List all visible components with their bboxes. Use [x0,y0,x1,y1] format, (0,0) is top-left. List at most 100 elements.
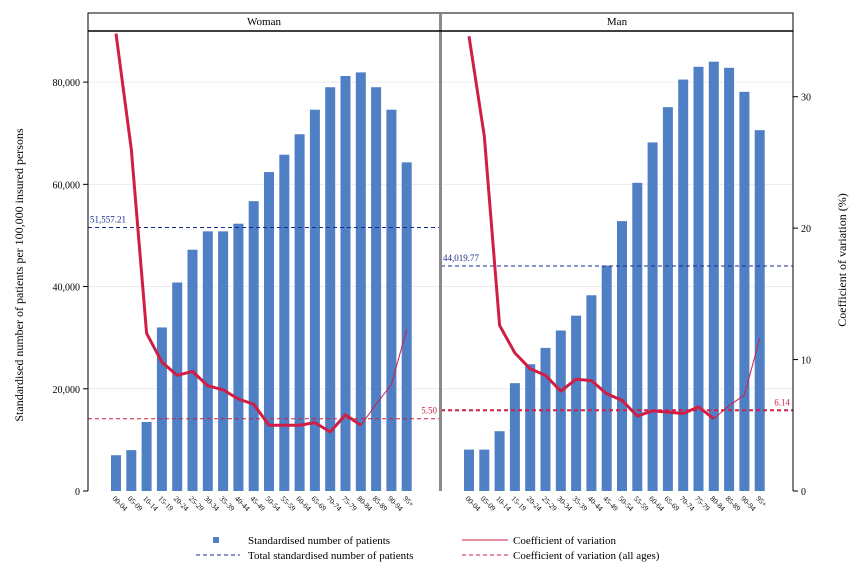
x-tick-label: 15-19 [509,494,528,513]
x-tick-label: 30-34 [202,494,221,513]
bar [678,79,689,492]
total-reference-label: 44,019.77 [443,253,480,263]
cv-line [114,33,362,434]
bar [325,87,336,491]
panel-title: Woman [247,16,281,28]
x-tick-label: 35-39 [218,494,237,513]
x-tick-label: 75-79 [693,494,712,513]
x-tick-label: 00-04 [464,494,483,513]
y-tick-label: 60,000 [53,180,81,191]
x-tick-label: 85-89 [724,494,743,513]
y2-tick-label: 20 [801,224,811,235]
x-tick-label: 20-24 [525,494,544,513]
bar [509,383,520,491]
x-tick-label: 55-59 [632,494,651,513]
x-tick-label: 25-29 [540,494,559,513]
bar [571,315,582,491]
x-tick-label: 20-24 [172,494,191,513]
legend: Standardised number of patients Coeffici… [196,535,660,562]
legend-label-total: Total standardised number of patients [248,550,413,562]
x-tick-label: 40-44 [233,494,252,513]
x-tick-label: 90-94 [739,494,758,513]
bar [693,66,704,492]
x-tick-label: 80-84 [355,494,374,513]
x-tick-label: 10-14 [494,494,513,513]
y-tick-label: 0 [75,487,80,498]
panel-title: Man [607,16,628,28]
bar [662,107,673,492]
x-tick-label: 45-49 [601,494,620,513]
bar [233,223,244,491]
panel-man: 44,019.77 6.14 00-0405-0910-1415-1920-2425… [440,12,794,513]
x-tick-label: 60-64 [647,494,666,513]
x-tick-label: 60-64 [294,494,313,513]
bar [309,109,320,491]
legend-label-cv: Coefficient of variation [513,535,617,547]
x-tick-label: 40-44 [586,494,605,513]
bar [724,67,735,492]
y2-axis-title: Coefficient of variation (%) [835,193,849,326]
y-axis-title: Standardised number of patients per 100,… [12,128,26,422]
bar [632,182,643,492]
x-tick-label: 55-59 [279,494,298,513]
axes: 0 20,000 40,000 60,000 80,000 0 10 20 30 [53,13,811,498]
bar [218,231,229,491]
x-tick-label: 65-69 [662,494,681,513]
bar [294,134,305,491]
bar [401,162,412,491]
x-tick-label: 45-49 [248,494,267,513]
panel-woman: 51,557.21 5.50 00-0405-0910-1415-1920-2425… [87,12,441,513]
x-tick-label: 25-29 [187,494,206,513]
x-tick-label: 65-69 [309,494,328,513]
x-tick-label: 00-04 [111,494,130,513]
bar [525,364,536,491]
x-tick-label: 15-19 [156,494,175,513]
bar [464,449,474,491]
x-tick-label: 35-39 [571,494,590,513]
total-reference-label: 51,557.21 [90,214,126,224]
bar [340,75,351,491]
bar [355,72,366,492]
bar [708,61,719,492]
y2-tick-label: 10 [801,356,811,367]
bar [279,154,290,491]
x-tick-label: 80-84 [708,494,727,513]
bar [111,455,121,491]
cv-all-reference-label: 6.14 [774,397,790,407]
x-tick-label: 30-34 [555,494,574,513]
x-tick-label: 10-14 [141,494,160,513]
bar [479,449,490,491]
bar [126,450,137,491]
bar [647,142,658,491]
y-tick-label: 40,000 [53,283,81,294]
cv-line-tail [360,329,408,426]
bar [156,327,167,491]
bar [754,130,765,491]
bar [202,231,213,491]
legend-label-bars: Standardised number of patients [248,535,390,547]
x-tick-label: 05-09 [479,494,498,513]
legend-swatch-bars [213,537,219,543]
bar [494,431,505,491]
bar [386,109,397,491]
bar [617,221,627,491]
y2-tick-label: 0 [801,487,806,498]
bar [141,422,152,491]
bar [586,295,597,491]
x-tick-label: 50-54 [264,494,283,513]
x-tick-label: 75-79 [340,494,359,513]
cv-line [467,36,715,420]
y-tick-label: 80,000 [53,78,81,89]
bar [540,347,551,491]
y-tick-label: 20,000 [53,385,81,396]
x-tick-label: 70-74 [678,494,697,513]
bar [248,201,259,491]
x-tick-label: 85-89 [371,494,390,513]
cv-line-tail [713,338,761,420]
x-tick-label: 90-94 [386,494,405,513]
panels: 51,557.215.5000-0405-0910-1415-1920-2425… [87,12,794,513]
x-tick-label: 05-09 [126,494,145,513]
bar [371,87,382,491]
y2-tick-label: 30 [801,93,811,104]
